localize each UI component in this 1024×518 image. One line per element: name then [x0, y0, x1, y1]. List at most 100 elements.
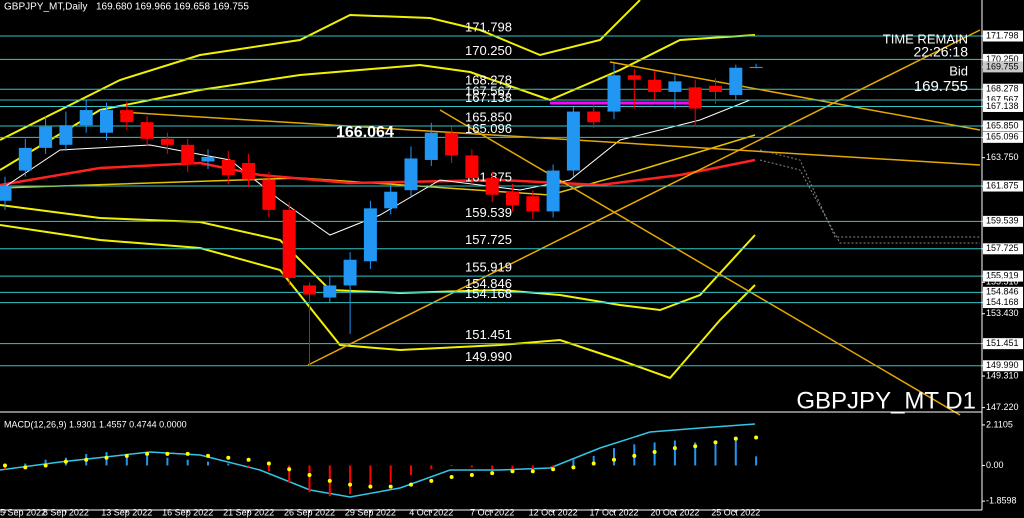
y-tick-label: 151.451	[986, 338, 1019, 348]
macd-line	[0, 423, 756, 498]
candle-body	[668, 81, 682, 92]
candle-body	[303, 285, 316, 295]
candles	[0, 63, 763, 366]
time-remain: 22:26:18	[914, 44, 969, 60]
level-label: 168.278	[465, 73, 512, 88]
level-label: 170.250	[465, 43, 512, 58]
macd-bar	[247, 465, 250, 468]
level-label: 151.451	[465, 327, 512, 342]
macd-signal	[551, 467, 556, 472]
y-tick-label: 153.430	[986, 308, 1019, 318]
level-label: 167.567	[465, 83, 512, 98]
macd-bar	[511, 465, 514, 472]
macd-bar	[613, 448, 615, 466]
candle-body	[221, 159, 235, 176]
y-tick-label: 165.096	[986, 132, 1019, 142]
candle-body	[749, 66, 763, 69]
candle-body	[627, 75, 641, 80]
macd-signal	[713, 440, 718, 445]
macd-signal	[632, 453, 637, 458]
y-tick-label: 167.567	[986, 94, 1019, 104]
y-tick-label: 155.510	[986, 277, 1019, 287]
macd-bar	[44, 459, 47, 466]
macd-signal	[429, 478, 434, 483]
level-label: 154.846	[465, 276, 512, 291]
candle-body	[160, 138, 174, 145]
candle-body	[526, 196, 540, 212]
macd-bar	[24, 463, 27, 466]
macd-signal	[206, 453, 210, 458]
moving-average	[0, 158, 756, 187]
y-tick-label: 154.846	[986, 287, 1019, 297]
x-tick-label: 5 Sep 2022	[0, 507, 46, 517]
candle-body	[404, 158, 418, 191]
y-tick-box	[983, 94, 1023, 106]
macd-signal	[63, 459, 68, 464]
macd-bar	[349, 465, 352, 495]
macd-bar	[755, 456, 758, 466]
y-tick-label: 161.875	[986, 180, 1019, 190]
macd-signal	[672, 446, 677, 451]
y-tick-label: 157.725	[986, 243, 1019, 253]
candle-body	[546, 170, 560, 212]
macd-bar	[410, 465, 412, 476]
y-tick-label: 168.278	[986, 84, 1019, 94]
band-outer-lower	[0, 224, 756, 380]
macd-signal	[266, 461, 271, 466]
y-tick-label: 149.990	[986, 360, 1019, 370]
macd-bar	[186, 459, 189, 466]
macd-signal	[124, 453, 129, 458]
candle-body	[140, 122, 154, 139]
macd-signal	[490, 471, 495, 476]
bid-label: Bid	[949, 63, 968, 78]
y-tick-label: 163.750	[986, 152, 1019, 162]
macd-signal	[43, 463, 48, 468]
macd-signal	[368, 484, 373, 489]
macd-bar	[694, 442, 697, 466]
candle-body	[0, 185, 12, 201]
y-tick-label: 155.919	[986, 270, 1019, 280]
candle-body	[343, 259, 357, 286]
candle-body	[18, 147, 32, 171]
macd-bar	[389, 465, 392, 483]
x-tick-label: 17 Oct 2022	[589, 507, 638, 517]
candle-body	[262, 179, 276, 210]
macd-bar	[430, 465, 433, 470]
y-tick-label: 159.539	[986, 216, 1019, 226]
candle-body	[59, 125, 73, 145]
macd-signal	[23, 465, 28, 470]
projection	[759, 159, 980, 244]
candle-body	[120, 110, 134, 123]
x-tick-label: 21 Sep 2022	[223, 507, 274, 517]
y-tick-box	[983, 180, 1023, 192]
level-label: 155.919	[465, 260, 512, 275]
macd-signal	[652, 450, 657, 455]
y-tick-box	[983, 297, 1023, 309]
macd-bar	[125, 453, 128, 466]
candle-body	[282, 209, 296, 278]
macd-signal	[307, 473, 312, 478]
candle-body	[729, 67, 743, 95]
candle-body	[465, 155, 479, 179]
trendline	[307, 29, 981, 366]
projection	[759, 149, 980, 238]
y-tick-box	[983, 270, 1023, 282]
macd-bar	[227, 463, 230, 466]
macd-bar	[146, 455, 149, 466]
macd-signal	[530, 469, 535, 474]
moving-average-fast	[0, 99, 751, 236]
macd-signal	[185, 451, 190, 456]
y-tick-box	[983, 100, 1023, 112]
candle-body	[424, 132, 438, 160]
candle-body	[607, 75, 621, 112]
chart-title: GBPJPY_MT,Daily	[4, 2, 87, 13]
y-tick-label: 170.250	[986, 54, 1019, 64]
x-tick-label: 26 Sep 2022	[284, 507, 335, 517]
trendline	[119, 111, 981, 166]
macd-signal	[409, 482, 413, 487]
candle-body	[384, 191, 398, 209]
macd-signal	[754, 435, 759, 440]
level-label: 149.990	[465, 349, 512, 364]
x-tick-label: 4 Oct 2022	[409, 507, 453, 517]
